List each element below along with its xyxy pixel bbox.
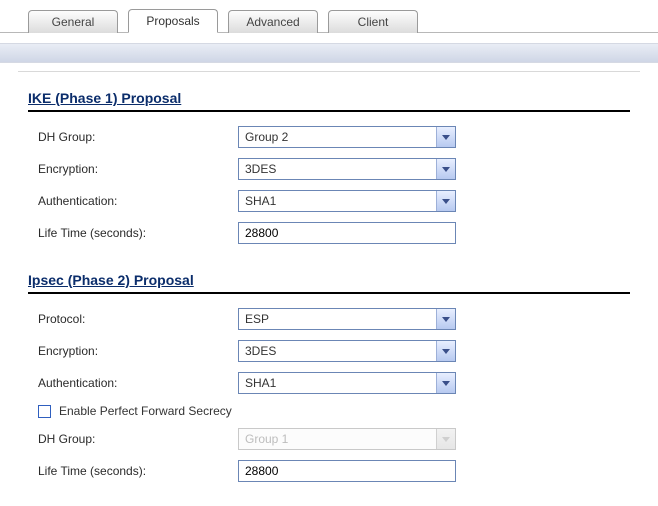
tab-client[interactable]: Client — [328, 10, 418, 33]
select-value: SHA1 — [239, 194, 436, 208]
section-title-phase2: Ipsec (Phase 2) Proposal — [28, 272, 630, 294]
select-value: ESP — [239, 312, 436, 326]
select-phase1-encryption[interactable]: 3DES — [238, 158, 456, 180]
row-phase1-encryption: Encryption: 3DES — [38, 158, 630, 180]
tab-bar: General Proposals Advanced Client — [0, 0, 658, 33]
label-phase2-protocol: Protocol: — [38, 312, 238, 326]
section-title-phase1: IKE (Phase 1) Proposal — [28, 90, 630, 112]
label-phase2-auth: Authentication: — [38, 376, 238, 390]
chevron-down-icon — [436, 191, 455, 211]
row-phase1-dhgroup: DH Group: Group 2 — [38, 126, 630, 148]
chevron-down-icon — [436, 373, 455, 393]
label-phase1-encryption: Encryption: — [38, 162, 238, 176]
select-phase2-encryption[interactable]: 3DES — [238, 340, 456, 362]
checkbox-pfs[interactable] — [38, 405, 51, 418]
row-phase2-pfs: Enable Perfect Forward Secrecy — [38, 404, 630, 418]
select-phase1-dhgroup[interactable]: Group 2 — [238, 126, 456, 148]
select-value: 3DES — [239, 162, 436, 176]
tab-proposals[interactable]: Proposals — [128, 9, 218, 33]
label-phase2-encryption: Encryption: — [38, 344, 238, 358]
section-ike-phase1: IKE (Phase 1) Proposal DH Group: Group 2… — [0, 72, 658, 244]
chevron-down-icon — [436, 309, 455, 329]
row-phase2-protocol: Protocol: ESP — [38, 308, 630, 330]
tab-advanced[interactable]: Advanced — [228, 10, 318, 33]
select-value: SHA1 — [239, 376, 436, 390]
row-phase2-lifetime: Life Time (seconds): — [38, 460, 630, 482]
label-phase2-pfs: Enable Perfect Forward Secrecy — [59, 404, 232, 418]
select-phase2-auth[interactable]: SHA1 — [238, 372, 456, 394]
row-phase1-auth: Authentication: SHA1 — [38, 190, 630, 212]
label-phase2-dhgroup: DH Group: — [38, 432, 238, 446]
input-phase1-lifetime[interactable] — [238, 222, 456, 244]
label-phase2-lifetime: Life Time (seconds): — [38, 464, 238, 478]
select-phase2-protocol[interactable]: ESP — [238, 308, 456, 330]
label-phase1-lifetime: Life Time (seconds): — [38, 226, 238, 240]
chevron-down-icon — [436, 127, 455, 147]
label-phase1-dhgroup: DH Group: — [38, 130, 238, 144]
row-phase2-dhgroup: DH Group: Group 1 — [38, 428, 630, 450]
row-phase2-auth: Authentication: SHA1 — [38, 372, 630, 394]
chevron-down-icon — [436, 341, 455, 361]
chevron-down-icon — [436, 429, 455, 449]
select-phase2-dhgroup: Group 1 — [238, 428, 456, 450]
row-phase1-lifetime: Life Time (seconds): — [38, 222, 630, 244]
select-value: Group 1 — [239, 432, 436, 446]
tab-general[interactable]: General — [28, 10, 118, 33]
select-value: 3DES — [239, 344, 436, 358]
select-value: Group 2 — [239, 130, 436, 144]
label-phase1-auth: Authentication: — [38, 194, 238, 208]
row-phase2-encryption: Encryption: 3DES — [38, 340, 630, 362]
chevron-down-icon — [436, 159, 455, 179]
header-band — [0, 43, 658, 63]
input-phase2-lifetime[interactable] — [238, 460, 456, 482]
section-ipsec-phase2: Ipsec (Phase 2) Proposal Protocol: ESP E… — [0, 254, 658, 482]
select-phase1-auth[interactable]: SHA1 — [238, 190, 456, 212]
